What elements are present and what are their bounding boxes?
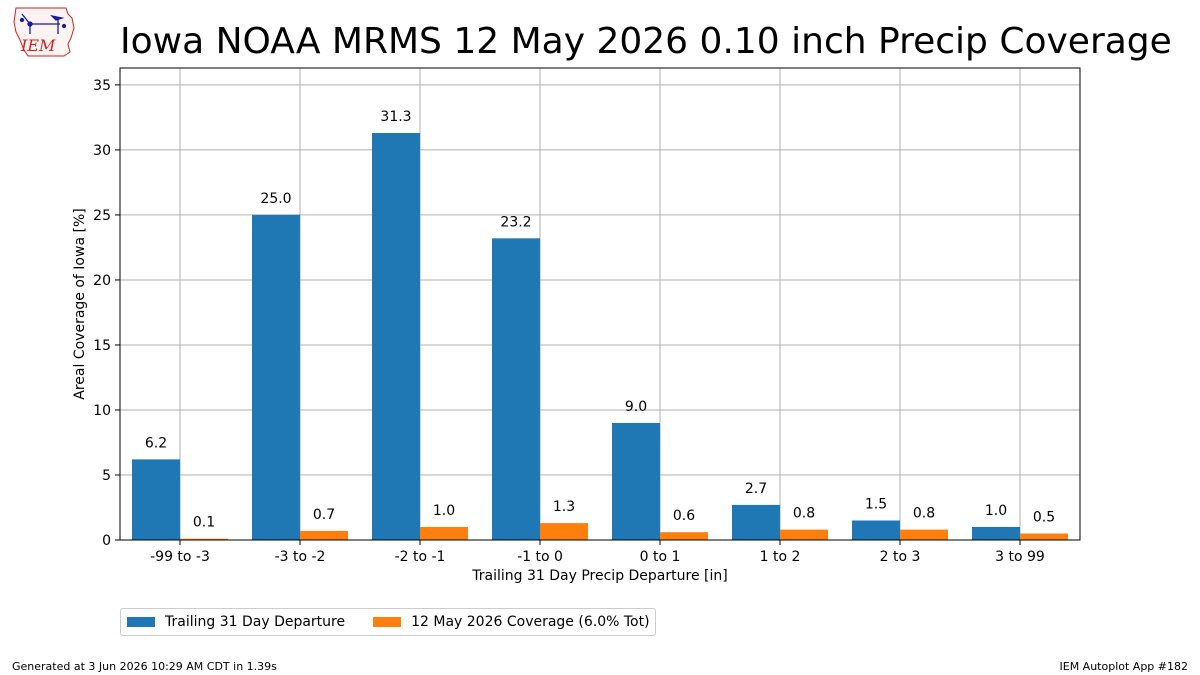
data-label-series0-1: 25.0: [260, 191, 291, 207]
y-tick-label-0: 0: [102, 533, 111, 549]
iem-logo: IEM: [13, 7, 75, 57]
x-tick-label-5: 1 to 2: [760, 549, 801, 565]
logo-text: IEM: [20, 36, 56, 55]
bar-chart: 6.2 25.0 31.3 23.2 9.0 2.7 1.5 1.0 0.1 0.7 1.0 1.3 0…: [72, 67, 1081, 584]
data-label-series0-3: 23.2: [500, 214, 531, 230]
x-tick-label-0: -99 to -3: [150, 549, 210, 565]
data-label-series0-6: 1.5: [865, 496, 887, 512]
y-tick-label-6: 30: [93, 143, 111, 159]
y-tick-label-3: 15: [93, 338, 111, 354]
x-tick-label-6: 2 to 3: [880, 549, 921, 565]
bar-series1-7: [1020, 533, 1068, 540]
x-tick-label-7: 3 to 99: [995, 549, 1045, 565]
generated-timestamp: Generated at 3 Jun 2026 10:29 AM CDT in …: [12, 660, 277, 673]
bar-series0-0: [132, 459, 180, 540]
data-label-series0-2: 31.3: [380, 109, 411, 125]
bar-series1-5: [780, 529, 828, 540]
bar-series1-3: [540, 523, 588, 540]
legend-swatch-coverage: [373, 617, 402, 627]
data-label-series1-3: 1.3: [553, 499, 575, 515]
data-label-series1-2: 1.0: [433, 503, 455, 519]
bar-series1-1: [300, 530, 348, 540]
bar-series0-2: [372, 133, 420, 540]
data-label-series0-7: 1.0: [985, 503, 1007, 519]
chart-title: Iowa NOAA MRMS 12 May 2026 0.10 inch Pre…: [120, 21, 1172, 62]
x-tick-label-2: -2 to -1: [395, 549, 446, 565]
x-tick-label-3: -1 to 0: [517, 549, 563, 565]
x-tick-label-4: 0 to 1: [640, 549, 681, 565]
bar-series1-2: [420, 526, 468, 540]
legend-label-coverage: 12 May 2026 Coverage (6.0% Tot): [411, 614, 650, 630]
legend-label-departure: Trailing 31 Day Departure: [165, 614, 346, 630]
data-label-series1-0: 0.1: [193, 515, 215, 531]
y-tick-label-5: 25: [93, 208, 111, 224]
plot-frame: [119, 67, 1081, 541]
legend-item-coverage: 12 May 2026 Coverage (6.0% Tot): [373, 614, 650, 630]
bar-series1-4: [660, 532, 708, 540]
bar-series0-1: [252, 214, 300, 540]
data-label-series1-5: 0.8: [793, 506, 815, 522]
data-label-series1-6: 0.8: [913, 506, 935, 522]
bar-series1-0: [180, 538, 228, 540]
legend-item-departure: Trailing 31 Day Departure: [127, 614, 345, 630]
data-label-series0-0: 6.2: [145, 435, 167, 451]
y-tick-label-7: 35: [93, 78, 111, 94]
data-label-series1-4: 0.6: [673, 508, 695, 524]
legend: Trailing 31 Day Departure 12 May 2026 Co…: [120, 608, 656, 636]
data-label-series1-1: 0.7: [313, 507, 335, 523]
data-label-series0-5: 2.7: [745, 481, 767, 497]
bar-series0-3: [492, 238, 540, 540]
x-tick-label-1: -3 to -2: [275, 549, 326, 565]
y-tick-label-2: 10: [93, 403, 111, 419]
x-axis-label: Trailing 31 Day Precip Departure [in]: [471, 568, 727, 584]
y-tick-label-4: 20: [93, 273, 111, 289]
y-tick-label-1: 5: [102, 468, 111, 484]
bar-series0-4: [612, 422, 660, 540]
app-label: IEM Autoplot App #182: [1059, 660, 1189, 673]
legend-swatch-departure: [127, 617, 155, 627]
bar-series1-6: [900, 529, 948, 540]
bar-series0-6: [852, 520, 900, 540]
data-label-series1-7: 0.5: [1033, 509, 1055, 525]
bar-series0-5: [732, 504, 780, 540]
bar-series0-7: [972, 526, 1020, 540]
data-label-series0-4: 9.0: [625, 399, 647, 415]
y-axis-label: Areal Coverage of Iowa [%]: [72, 208, 88, 399]
